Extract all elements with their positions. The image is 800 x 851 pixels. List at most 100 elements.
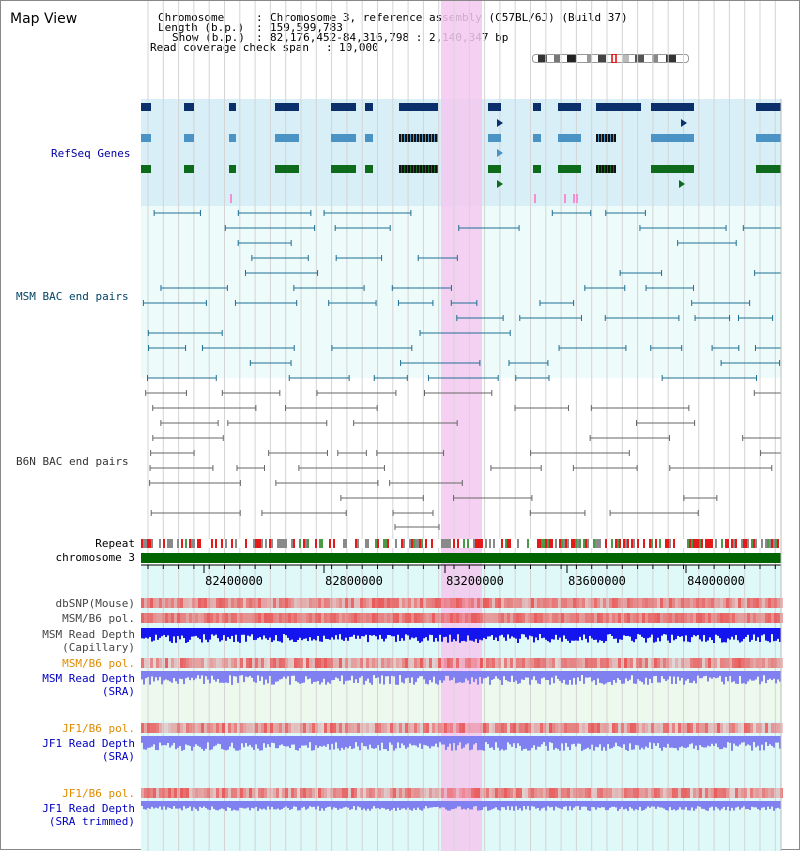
jf1-b6-pol-cell [252, 723, 255, 733]
jf1-trim-depth-bar [493, 801, 495, 809]
jf1-depth-bar [697, 736, 699, 751]
msm-read-depth-cap-sub: (Capillary) [62, 641, 135, 654]
jf1-b6-pol-cell [531, 723, 534, 733]
msm-capillary-depth-bar [325, 628, 327, 639]
msm-b6-pol-cell [279, 658, 282, 668]
chromosome-ideogram[interactable] [532, 54, 689, 63]
jf1-trim-depth-bar [749, 801, 751, 811]
jf1-b6-pol-cell [405, 723, 408, 733]
b6n-bac-label[interactable]: B6N BAC end pairs [16, 455, 129, 468]
msm-b6-pol-cell [369, 658, 372, 668]
msm-sra-depth-bar [395, 671, 397, 685]
jf1-trim-label[interactable]: JF1 Read Depth [42, 802, 135, 815]
msm-b6-pol-label-1[interactable]: MSM/B6 pol. [62, 612, 135, 625]
jf1-trim-depth-bar [447, 801, 449, 811]
jf1-b6-pol-cell [588, 788, 591, 798]
msm-sra-depth-bar [405, 671, 407, 679]
repeat-element [457, 539, 459, 548]
msm-read-depth-cap-label[interactable]: MSM Read Depth [42, 628, 135, 641]
msm-sra-depth-bar [489, 671, 491, 685]
msm-b6-pol-cell [543, 658, 546, 668]
jf1-trim-depth-bar [313, 801, 315, 807]
axis-tick-label: 82800000 [325, 574, 383, 588]
msm-capillary-depth-bar [179, 628, 181, 640]
repeat-element [539, 539, 541, 548]
msm-capillary-depth-bar [257, 628, 259, 639]
msm-capillary-depth-bar [581, 628, 583, 641]
msm-read-depth-sra-label[interactable]: MSM Read Depth [42, 672, 135, 685]
msm-b6-pol-cell [561, 658, 564, 668]
jf1-b6-pol-cell [648, 788, 651, 798]
chromosome-label[interactable]: chromosome 3 [55, 551, 135, 564]
jf1-b6-pol-cell [531, 788, 534, 798]
msm-b6-pol-cell [156, 658, 159, 668]
jf1-b6-pol-cell [456, 788, 459, 798]
jf1-trim-depth-bar [693, 801, 695, 811]
jf1-trim-depth-bar [187, 801, 189, 808]
msm-capillary-depth-bar [643, 628, 645, 639]
jf1-depth-bar [595, 736, 597, 747]
msm-capillary-depth-bar [175, 628, 177, 643]
jf1-trim-depth-bar [663, 801, 665, 809]
msm-capillary-depth-bar [301, 628, 303, 641]
msm-b6-pol-label-2[interactable]: MSM/B6 pol. [62, 657, 135, 670]
repeat-element [355, 539, 357, 548]
jf1-depth-bar [169, 736, 171, 748]
jf1-depth-bar [363, 736, 365, 747]
msm-b6-pol-cell [636, 613, 639, 623]
msm-b6-pol-cell [699, 613, 702, 623]
refseq-label[interactable]: RefSeq Genes [51, 147, 131, 160]
repeat-label[interactable]: Repeat [95, 537, 135, 550]
jf1-trim-depth-bar [503, 801, 505, 808]
msm-sra-depth-bar [757, 671, 759, 677]
msm-sra-depth-bar [215, 671, 217, 682]
dbsnp-cell [192, 598, 195, 608]
msm-capillary-depth-bar [637, 628, 639, 635]
msm-sra-depth-bar [223, 671, 225, 683]
msm-capillary-depth-bar [523, 628, 525, 635]
highlight-region[interactable] [441, 1, 482, 851]
jf1-b6-pol-label-2[interactable]: JF1/B6 pol. [62, 787, 135, 800]
msm-capillary-depth-bar [417, 628, 419, 641]
jf1-depth-bar [449, 736, 451, 744]
jf1-depth-bar [715, 736, 717, 744]
jf1-trim-depth-bar [331, 801, 333, 810]
jf1-depth-bar [599, 736, 601, 745]
jf1-b6-pol-cell [492, 788, 495, 798]
jf1-trim-depth-bar [367, 801, 369, 809]
msm-b6-pol-cell [633, 613, 636, 623]
jf1-depth-bar [779, 736, 781, 749]
msm-capillary-depth-bar [591, 628, 593, 639]
msm-sra-depth-bar [171, 671, 173, 683]
jf1-trim-depth-bar [207, 801, 209, 810]
dbsnp-label[interactable]: dbSNP(Mouse) [55, 597, 135, 610]
jf1-b6-pol-cell [528, 723, 531, 733]
jf1-trim-depth-bar [461, 801, 463, 810]
jf1-trim-depth-bar [579, 801, 581, 810]
jf1-depth-bar [355, 736, 357, 743]
msm-bac-label[interactable]: MSM BAC end pairs [16, 290, 129, 303]
msm-sra-depth-bar [267, 671, 269, 684]
jf1-b6-pol-cell [603, 788, 606, 798]
jf1-b6-pol-cell [414, 723, 417, 733]
msm-capillary-depth-bar [303, 628, 305, 639]
msm-b6-pol-cell [426, 613, 429, 623]
jf1-b6-pol-cell [645, 788, 648, 798]
jf1-read-depth-label[interactable]: JF1 Read Depth [42, 737, 135, 750]
jf1-b6-pol-label-1[interactable]: JF1/B6 pol. [62, 722, 135, 735]
jf1-b6-pol-cell [591, 723, 594, 733]
msm-sra-depth-bar [493, 671, 495, 679]
msm-sra-depth-bar [559, 671, 561, 681]
msm-sra-depth-bar [327, 671, 329, 683]
jf1-depth-bar [423, 736, 425, 745]
msm-sra-depth-bar [269, 671, 271, 676]
refseq-exon-mark [429, 165, 431, 173]
dbsnp-cell [480, 598, 483, 608]
jf1-b6-pol-cell [618, 788, 621, 798]
jf1-b6-pol-cell [705, 788, 708, 798]
dbsnp-cell [426, 598, 429, 608]
jf1-trim-depth-bar [695, 801, 697, 809]
msm-b6-pol-cell [540, 658, 543, 668]
msm-sra-depth-bar [491, 671, 493, 680]
